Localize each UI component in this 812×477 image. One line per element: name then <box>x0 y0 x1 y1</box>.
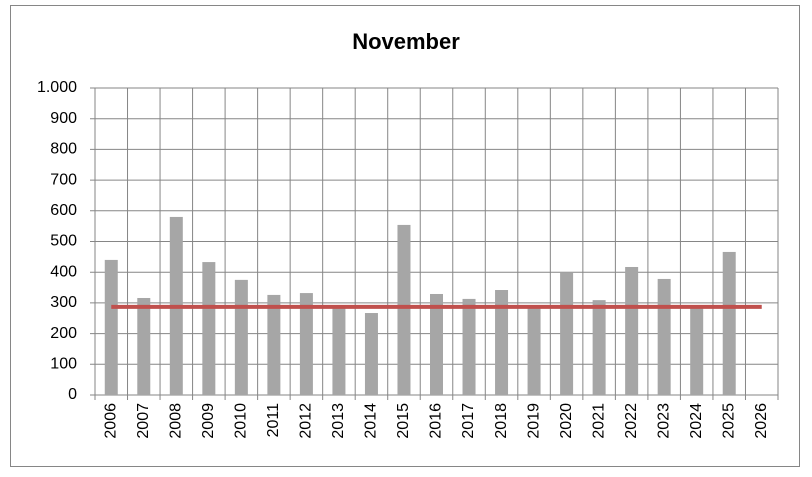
y-tick-label: 300 <box>50 294 77 311</box>
y-tick-label: 500 <box>50 233 77 250</box>
x-tick-label: 2015 <box>395 403 412 439</box>
chart-title: November <box>352 29 460 54</box>
x-tick-label: 2021 <box>590 403 607 439</box>
x-tick-label: 2016 <box>428 403 445 439</box>
x-tick-label: 2010 <box>233 403 250 439</box>
bar <box>332 307 346 395</box>
x-tick-label: 2012 <box>298 403 315 439</box>
bar <box>104 259 118 395</box>
x-tick-label: 2008 <box>168 403 185 439</box>
x-tick-label: 2007 <box>135 403 152 439</box>
bar <box>299 293 313 395</box>
y-tick-label: 0 <box>68 386 77 403</box>
bar <box>722 251 736 395</box>
y-tick-label: 200 <box>50 325 77 342</box>
y-tick-label: 1.000 <box>37 79 77 96</box>
y-tick-label: 100 <box>50 356 77 373</box>
x-tick-label: 2024 <box>688 403 705 439</box>
y-tick-label: 700 <box>50 171 77 188</box>
x-tick-label: 2022 <box>623 403 640 439</box>
bar <box>462 298 476 395</box>
y-tick-label: 400 <box>50 263 77 280</box>
x-tick-label: 2023 <box>655 403 672 439</box>
bar <box>495 290 509 395</box>
y-tick-label: 900 <box>50 110 77 127</box>
bar <box>397 224 411 395</box>
bar <box>202 262 216 395</box>
bar <box>560 272 574 395</box>
y-tick-label: 800 <box>50 141 77 158</box>
x-tick-label: 2017 <box>460 403 477 439</box>
x-tick-label: 2006 <box>102 403 119 439</box>
bar <box>625 266 639 395</box>
x-tick-label: 2014 <box>363 403 380 439</box>
x-tick-label: 2018 <box>493 403 510 439</box>
bar <box>364 313 378 395</box>
bar <box>527 307 541 395</box>
x-tick-label: 2013 <box>330 403 347 439</box>
bar <box>137 297 151 395</box>
bar <box>690 307 704 395</box>
x-tick-label: 2026 <box>753 403 770 439</box>
y-tick-label: 600 <box>50 202 77 219</box>
x-tick-label: 2020 <box>558 403 575 439</box>
x-tick-label: 2009 <box>200 403 217 439</box>
bar <box>430 293 443 395</box>
bar <box>234 279 248 395</box>
bar <box>592 300 606 395</box>
x-tick-label: 2025 <box>720 403 737 439</box>
bar <box>657 278 671 395</box>
bar <box>267 294 281 395</box>
x-tick-label: 2019 <box>525 403 542 439</box>
x-tick-label: 2011 <box>265 403 282 438</box>
